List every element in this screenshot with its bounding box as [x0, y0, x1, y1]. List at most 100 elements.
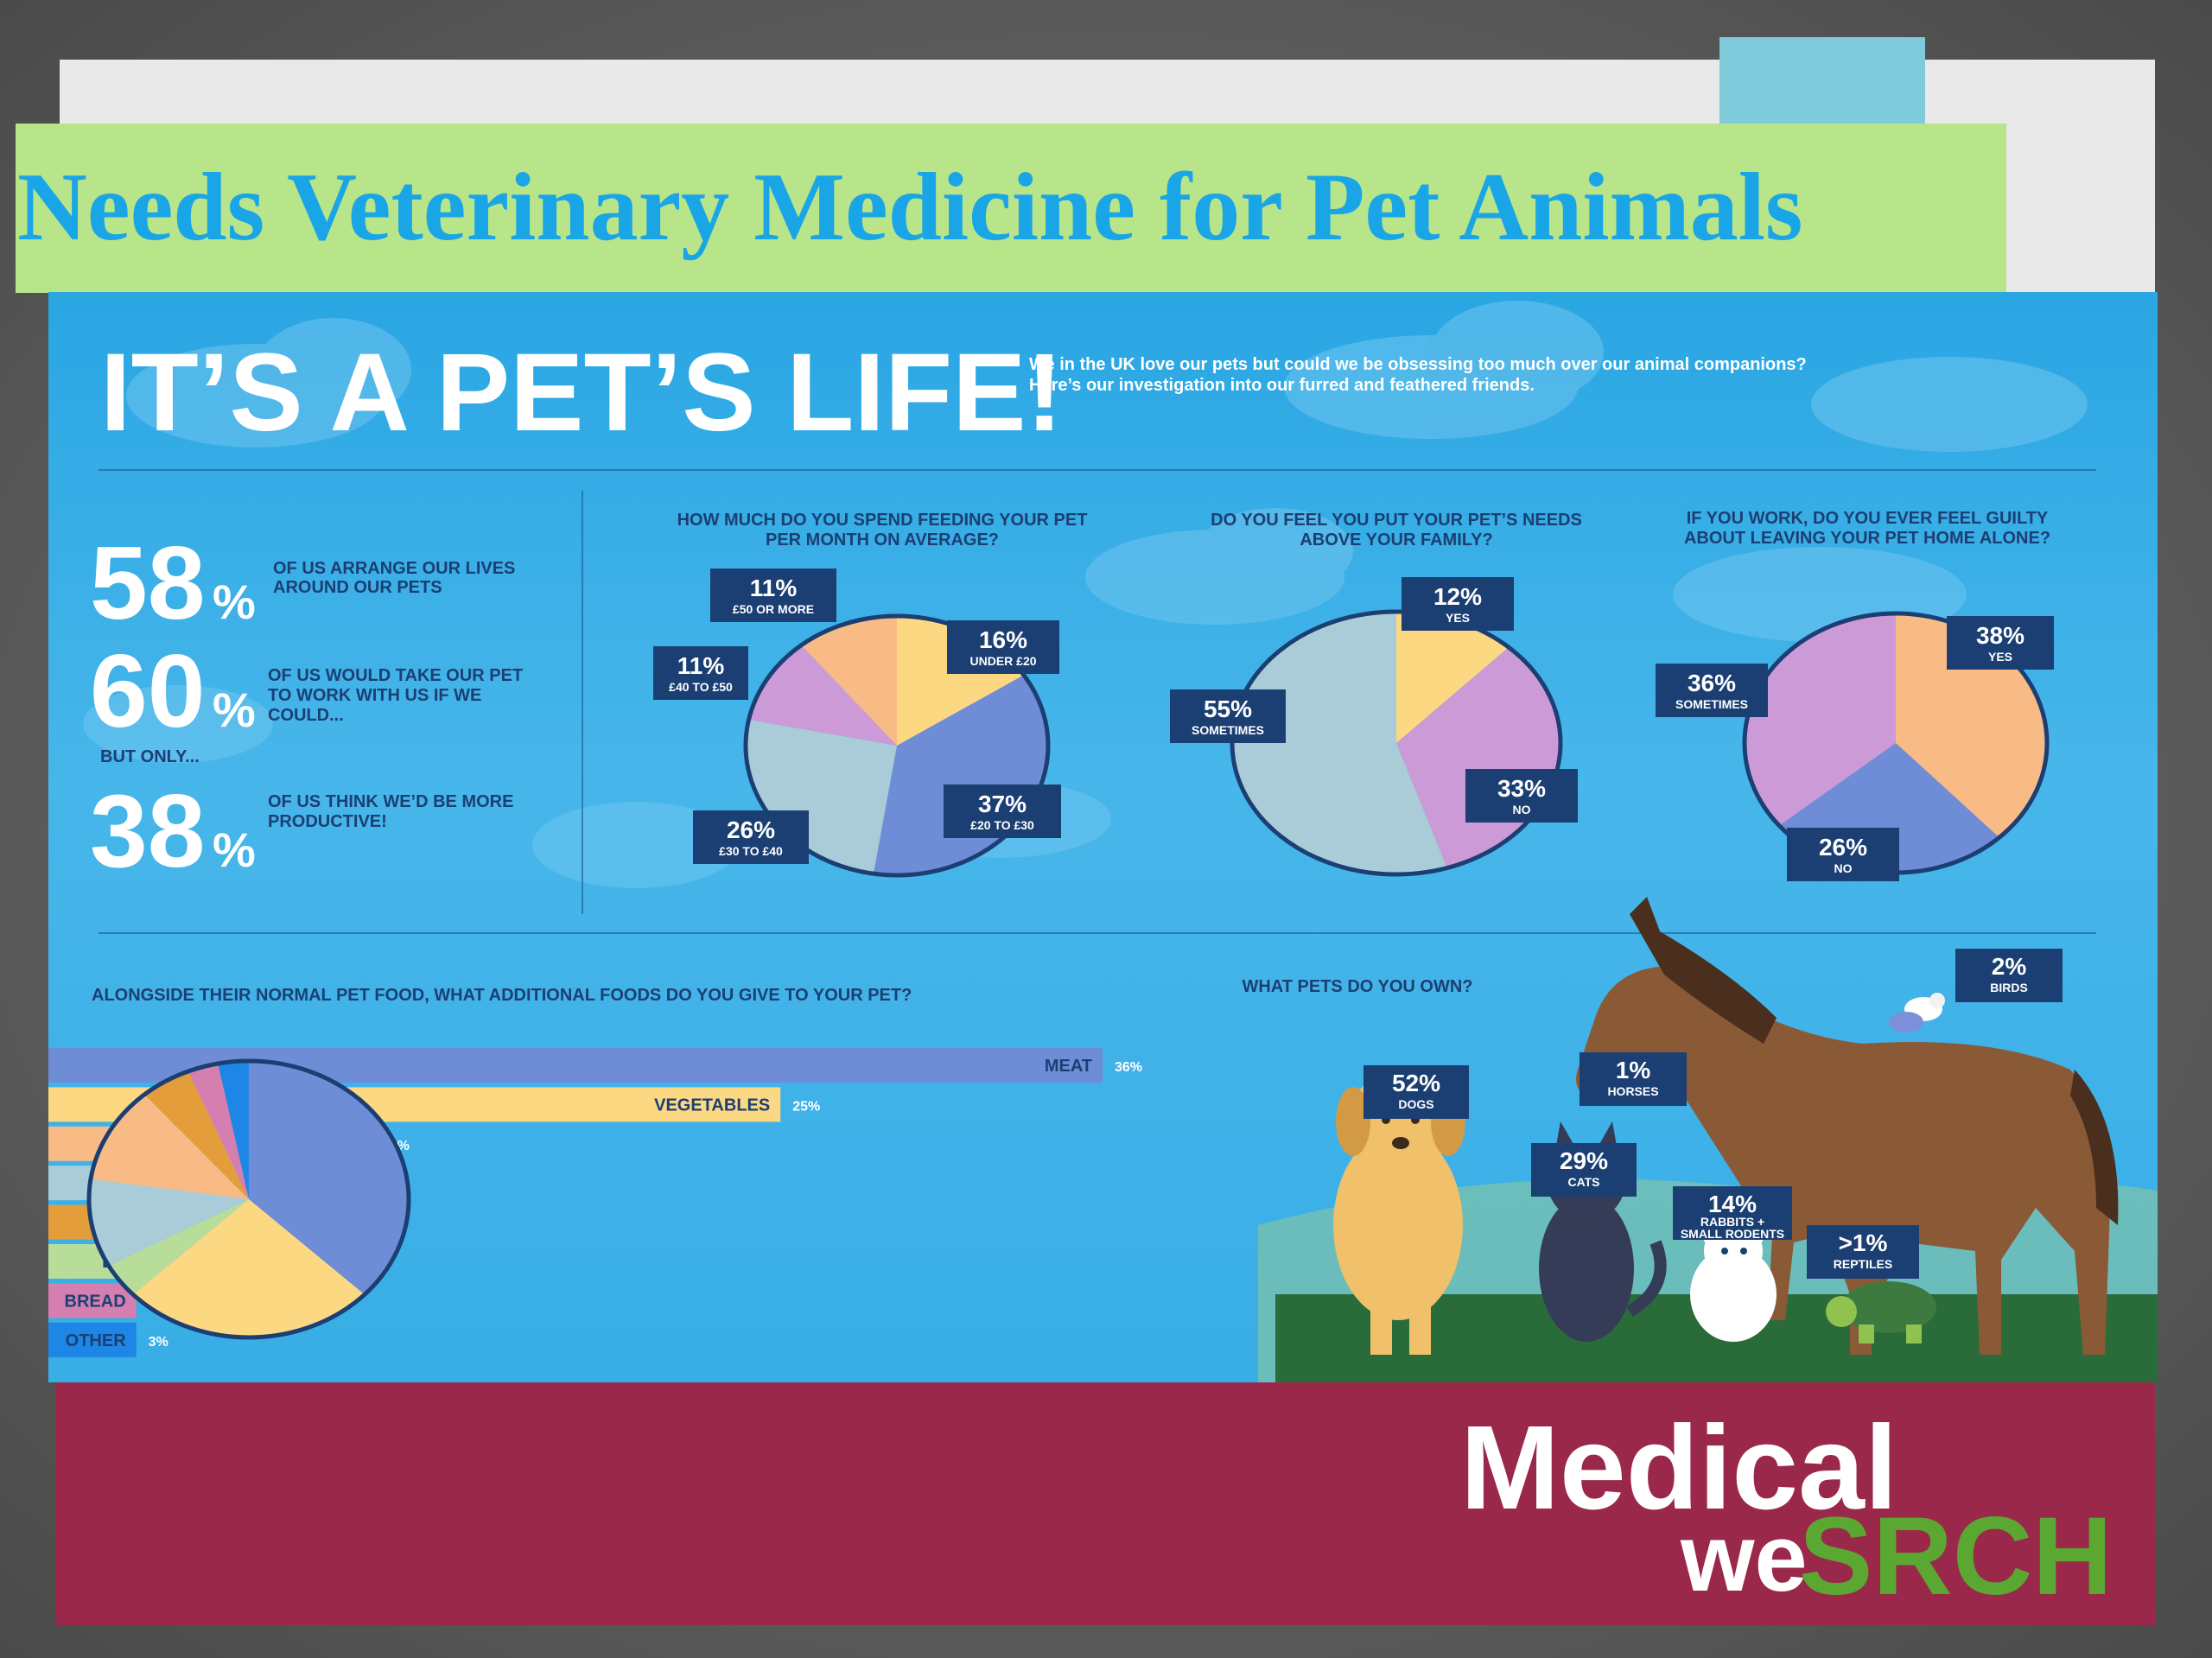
intro-line-2: Here’s our investigation into our furred… — [1029, 376, 1535, 395]
pet-label-value: 29% — [1560, 1147, 1608, 1174]
pie-label-value: 33% — [1497, 775, 1546, 802]
food-question: ALONGSIDE THEIR NORMAL PET FOOD, WHAT AD… — [92, 986, 912, 1005]
stat-60: 60 % OF US WOULD TAKE OUR PET TO WORK WI… — [90, 633, 523, 749]
pie1-title-2: PER MONTH ON AVERAGE? — [766, 530, 999, 549]
stat-value: 60 — [90, 633, 205, 749]
food-pie-chart — [86, 1058, 411, 1340]
pie-outline — [86, 1058, 411, 1340]
pie-slice — [88, 1178, 249, 1266]
pie-label-box — [1656, 664, 1768, 717]
pie-label: 11%£40 TO £50 — [653, 646, 748, 700]
pie-label-box — [1787, 828, 1899, 881]
intro-line-1: We in the UK love our pets but could we … — [1029, 355, 1807, 374]
pet-label-value: 1% — [1616, 1057, 1651, 1083]
stat-unit: % — [213, 575, 256, 629]
stat-text: COULD... — [268, 706, 344, 725]
pie-label: 26%£30 TO £40 — [693, 810, 809, 864]
pie-label-box — [947, 620, 1059, 674]
pet-label-sub: DOGS — [1398, 1097, 1433, 1111]
bottom-band — [55, 1382, 2155, 1625]
pie-label: 55%SOMETIMES — [1170, 689, 1286, 743]
pie-slice — [801, 616, 897, 746]
pie-label-sub: YES — [1988, 650, 2012, 664]
pie-slice — [133, 1199, 365, 1337]
pie-label-sub: £30 TO £40 — [719, 844, 783, 858]
pie-label-sub: YES — [1446, 611, 1470, 625]
title-banner — [16, 124, 2006, 293]
pie3-title-2: ABOUT LEAVING YOUR PET HOME ALONE? — [1684, 529, 2050, 548]
pie-label-sub: SOMETIMES — [1192, 723, 1264, 737]
pie-label-sub: £20 TO £30 — [970, 818, 1034, 832]
food-bar — [48, 1283, 137, 1318]
pet-label-box — [1807, 1225, 1919, 1279]
pie-label-value: 38% — [1976, 622, 2024, 649]
food-bar-label: MEAT — [1045, 1057, 1092, 1076]
pie-slice — [1745, 613, 1896, 826]
pet-label-sub: SMALL RODENTS — [1681, 1227, 1784, 1241]
pie-label-box — [653, 646, 748, 700]
pie-label-box — [693, 810, 809, 864]
pie-slice — [249, 1061, 410, 1295]
stat-unit: % — [213, 823, 256, 877]
stat-value: 58 — [90, 525, 205, 641]
pet-label-value: 2% — [1992, 953, 2027, 980]
pie-label-sub: SOMETIMES — [1675, 697, 1748, 711]
turtle-illustration — [1826, 1281, 1936, 1344]
pet-label-box — [1363, 1065, 1469, 1119]
pet-label-sub: BIRDS — [1990, 981, 2028, 994]
pie-label-value: 26% — [727, 816, 775, 843]
pie1-title-1: HOW MUCH DO YOU SPEND FEEDING YOUR PET — [677, 511, 1088, 530]
pet-label: 14%RABBITS +SMALL RODENTS — [1673, 1186, 1792, 1241]
pie-label-value: 37% — [978, 791, 1027, 817]
pie-label: 26%NO — [1787, 828, 1899, 881]
pie2-title-2: ABOVE YOUR FAMILY? — [1300, 530, 1492, 549]
stat-38: 38 % OF US THINK WE’D BE MORE PRODUCTIVE… — [90, 773, 513, 889]
pet-label-sub: RABBITS + — [1700, 1215, 1764, 1229]
stat-text: PRODUCTIVE! — [268, 812, 387, 831]
pie-slice — [90, 1094, 249, 1199]
pet-label-sub: CATS — [1567, 1175, 1599, 1189]
food-bar-value: 25% — [792, 1099, 820, 1114]
pie-label-value: 12% — [1433, 583, 1482, 610]
pie-slice — [1232, 612, 1447, 874]
food-bar-label: BREAD — [65, 1292, 126, 1311]
pie-label-sub: £40 TO £50 — [669, 680, 733, 694]
pie-chart-spend: 16%UNDER £20 37%£20 TO £30 26%£30 TO £40 11… — [653, 569, 1061, 878]
pie-label-box — [1402, 577, 1514, 631]
pet-label-box — [1531, 1143, 1637, 1197]
pie-label: 11%£50 OR MORE — [710, 569, 836, 622]
pie-label-value: 16% — [979, 626, 1027, 653]
pie-label-value: 11% — [677, 652, 725, 679]
pet-label-sub: REPTILES — [1834, 1257, 1892, 1271]
stat-text: OF US ARRANGE OUR LIVES — [273, 559, 515, 578]
pie-label-box — [944, 785, 1061, 838]
pie-slice — [746, 719, 897, 874]
pie-outline — [743, 613, 1051, 878]
horse-illustration — [1576, 897, 2119, 1355]
stat-58: 58 % OF US ARRANGE OUR LIVES AROUND OUR … — [90, 525, 515, 641]
pie-label-box — [710, 569, 836, 622]
pet-label-box — [1955, 949, 2063, 1002]
pie2-title-1: DO YOU FEEL YOU PUT YOUR PET’S NEEDS — [1211, 511, 1582, 530]
pie-label: 37%£20 TO £30 — [944, 785, 1061, 838]
slide-title: Needs Veterinary Medicine for Pet Animal… — [17, 154, 1803, 261]
stat-text: TO WORK WITH US IF WE — [268, 686, 481, 705]
pie-label-sub: UNDER £20 — [969, 654, 1036, 668]
pie-label: 36%SOMETIMES — [1656, 664, 1768, 717]
pet-label-value: >1% — [1839, 1229, 1888, 1256]
pie3-title-1: IF YOU WORK, DO YOU EVER FEEL GUILTY — [1687, 509, 2049, 528]
pie-label-box — [1465, 769, 1578, 823]
brand-medical: Medical — [1460, 1401, 1898, 1534]
pie-label-box — [1947, 616, 2054, 670]
headline: IT’S A PET’S LIFE! — [100, 331, 1063, 454]
brand-srch: SRCH — [1799, 1495, 2113, 1618]
but-only-label: BUT ONLY... — [100, 747, 200, 766]
pie-slice — [188, 1064, 249, 1199]
food-bar-value: 3% — [149, 1335, 168, 1350]
pet-label: 52%DOGS — [1363, 1065, 1469, 1119]
stat-text: OF US THINK WE’D BE MORE — [268, 792, 513, 811]
food-bar-label: OTHER — [66, 1331, 127, 1350]
food-bar — [48, 1322, 137, 1357]
infographic-canvas: IT’S A PET’S LIFE! We in the UK love our… — [48, 301, 2158, 1382]
pet-label-sub: HORSES — [1607, 1084, 1658, 1098]
